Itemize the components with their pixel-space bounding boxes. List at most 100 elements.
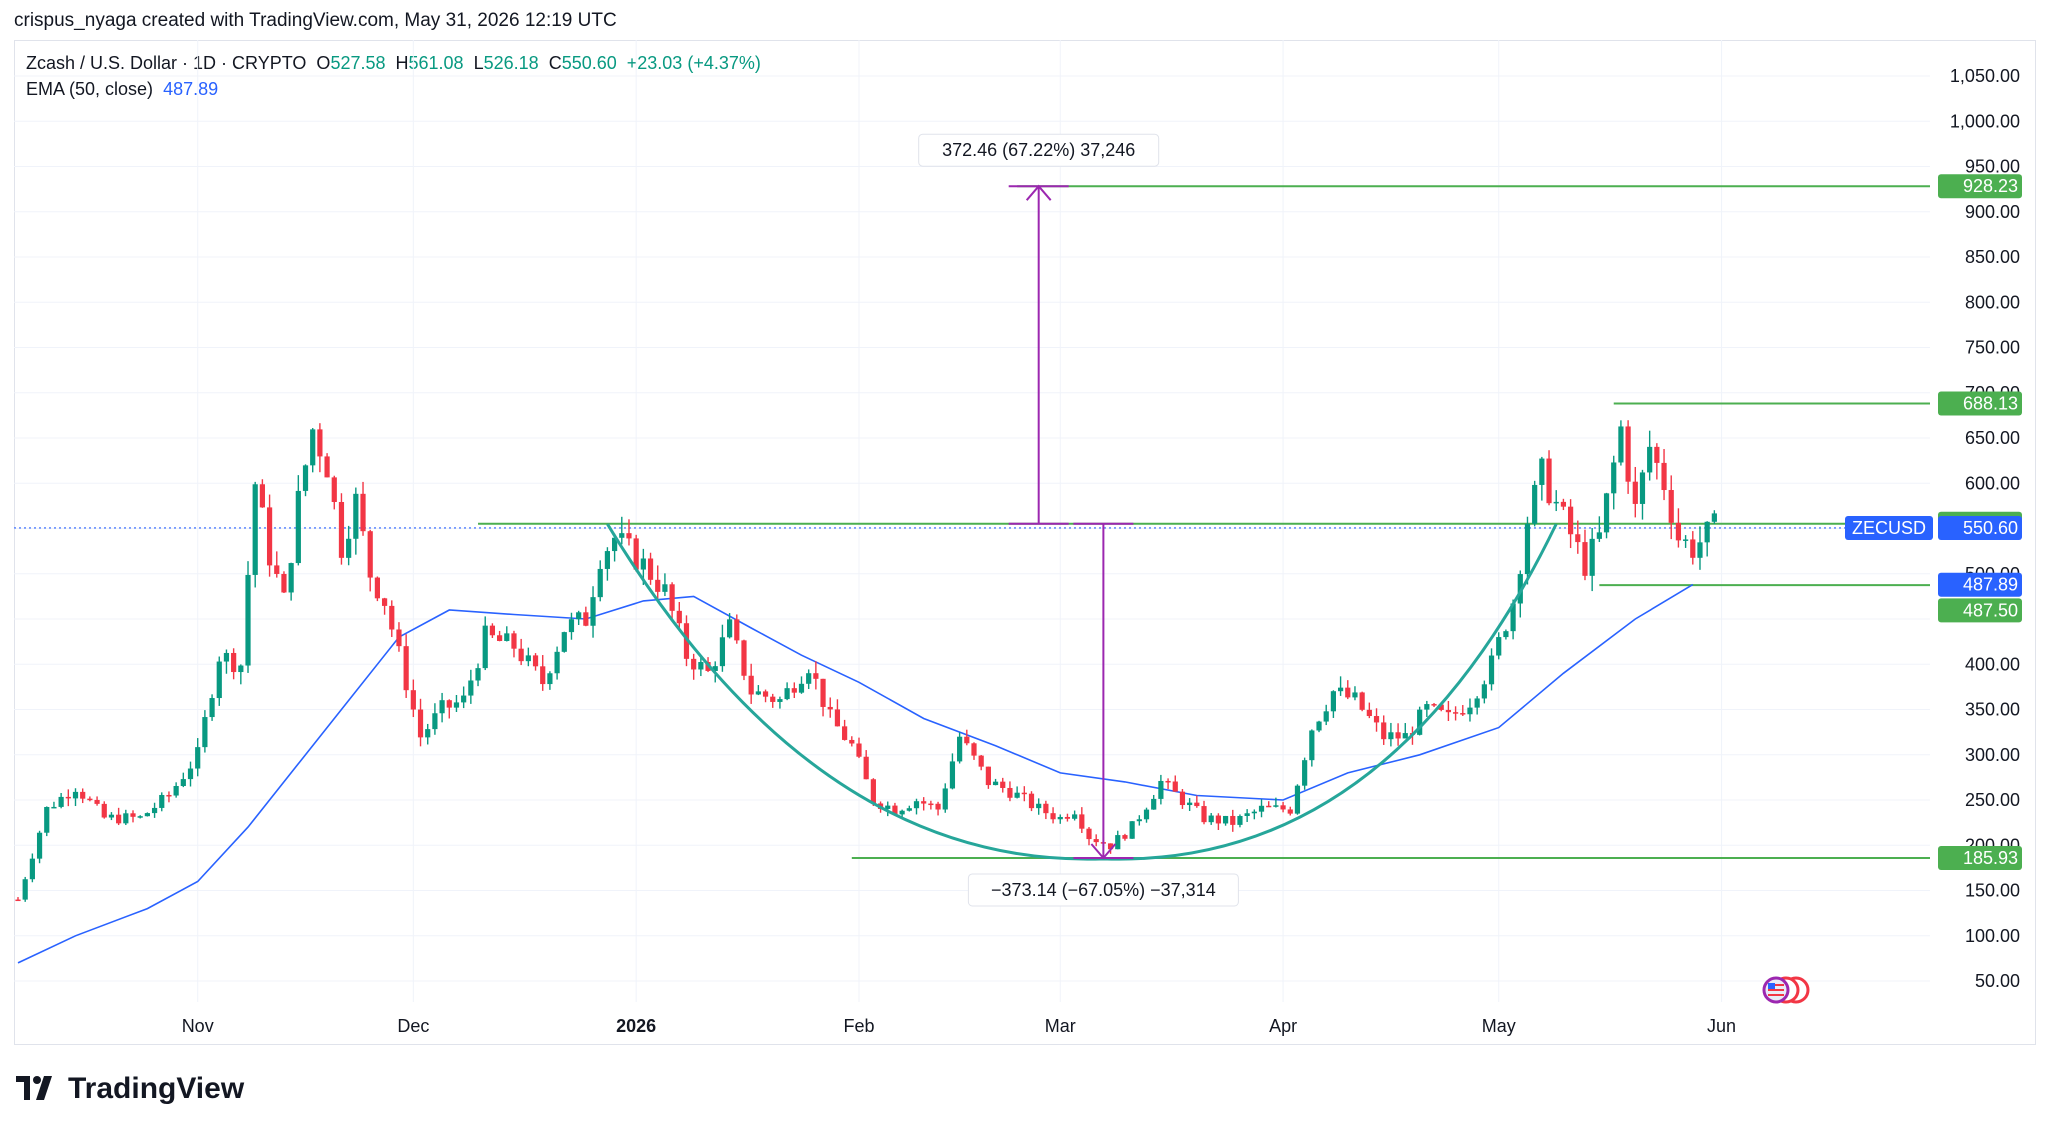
candle-body bbox=[1280, 805, 1286, 810]
candle-body bbox=[1064, 816, 1071, 819]
candle-body bbox=[1675, 522, 1682, 541]
candle-body bbox=[755, 691, 761, 695]
candle-body bbox=[65, 796, 71, 799]
y-tick-label: 1,000.00 bbox=[1950, 111, 2020, 131]
candle-body bbox=[863, 756, 869, 780]
candle-body bbox=[1589, 538, 1595, 576]
candle-body bbox=[1445, 709, 1452, 713]
candle-body bbox=[101, 803, 107, 818]
candle-body bbox=[1431, 704, 1437, 706]
grid-lines bbox=[14, 40, 1930, 1002]
candle-body bbox=[1158, 780, 1164, 799]
candle-body bbox=[29, 858, 35, 880]
candle-body bbox=[1201, 806, 1207, 823]
candle-body bbox=[389, 605, 395, 630]
y-tick-label: 350.00 bbox=[1965, 700, 2020, 720]
candle-body bbox=[1316, 721, 1322, 731]
candle-body bbox=[734, 619, 740, 641]
candle-body bbox=[15, 899, 21, 902]
candle-body bbox=[144, 813, 150, 817]
symbol-tag-box bbox=[1845, 515, 1933, 540]
candle-body bbox=[547, 673, 553, 685]
candle-body bbox=[834, 709, 841, 727]
price-tags: 928.23688.13555.23487.50185.93487.89550.… bbox=[1845, 174, 2022, 870]
x-tick-label: Nov bbox=[182, 1016, 214, 1036]
candle-body bbox=[51, 806, 57, 809]
chart-pane[interactable] bbox=[14, 40, 2036, 1045]
x-tick-label: May bbox=[1482, 1016, 1516, 1036]
symbol-legend-row: Zcash / U.S. Dollar · 1D · CRYPTO O527.5… bbox=[26, 50, 761, 76]
candle-body bbox=[992, 781, 999, 786]
candle-body bbox=[719, 637, 726, 667]
measure-label-box bbox=[918, 133, 1160, 167]
candle-body bbox=[561, 632, 567, 652]
candle-body bbox=[921, 801, 927, 804]
candle-body bbox=[482, 625, 488, 669]
candle-body bbox=[461, 695, 467, 703]
candle-body bbox=[446, 700, 452, 708]
candle-body bbox=[798, 683, 805, 693]
candle-body bbox=[511, 633, 517, 649]
candle-body bbox=[820, 678, 826, 707]
candle-body bbox=[1611, 462, 1617, 494]
candle-body bbox=[187, 768, 194, 780]
candle-body bbox=[626, 533, 632, 539]
y-tick-label: 100.00 bbox=[1965, 926, 2020, 946]
candle-body bbox=[762, 691, 769, 697]
symbol-tag-label: ZECUSD bbox=[1852, 518, 1926, 538]
candle-body bbox=[381, 598, 388, 606]
candle-body bbox=[238, 665, 244, 673]
symbol-title[interactable]: Zcash / U.S. Dollar · 1D · CRYPTO bbox=[26, 53, 307, 73]
candle-body bbox=[1373, 716, 1380, 723]
candle-body bbox=[827, 706, 833, 710]
candle-body bbox=[367, 531, 373, 578]
candle-body bbox=[712, 666, 718, 671]
events-icon[interactable] bbox=[1762, 976, 1810, 1004]
candle-body bbox=[1345, 687, 1351, 698]
candle-body bbox=[806, 673, 812, 684]
open-label: O bbox=[316, 53, 331, 73]
candle-body bbox=[1474, 698, 1480, 708]
x-tick-label: Apr bbox=[1269, 1016, 1297, 1036]
candle-body bbox=[1165, 780, 1171, 783]
y-tick-label: 400.00 bbox=[1965, 654, 2020, 674]
tradingview-logo[interactable]: TradingView bbox=[16, 1072, 244, 1106]
candle-body bbox=[1222, 815, 1229, 824]
candle-body bbox=[1050, 813, 1056, 820]
candle-body bbox=[870, 779, 876, 804]
candle-body bbox=[166, 794, 172, 797]
candle-body bbox=[80, 791, 86, 799]
candle-body bbox=[784, 688, 790, 700]
close-value: 550.60 bbox=[561, 53, 617, 73]
level-price-tag-label: 928.23 bbox=[1963, 176, 2018, 196]
open-value: 527.58 bbox=[330, 53, 386, 73]
candle-body bbox=[1028, 793, 1035, 809]
candle-body bbox=[1107, 843, 1114, 850]
candle-body bbox=[87, 798, 93, 801]
ema-label[interactable]: EMA (50, close) bbox=[26, 79, 154, 99]
candle-body bbox=[374, 577, 380, 599]
candle-body bbox=[525, 655, 531, 662]
measure-arrowhead bbox=[1025, 184, 1052, 201]
candle-body bbox=[1129, 821, 1135, 839]
candle-body bbox=[906, 808, 912, 811]
candle-body bbox=[1532, 484, 1538, 524]
y-tick-label: 1,050.00 bbox=[1950, 66, 2020, 86]
candle-body bbox=[1510, 603, 1516, 632]
candle-body bbox=[1179, 791, 1186, 806]
candle-body bbox=[123, 813, 129, 824]
candle-body bbox=[518, 648, 524, 662]
candle-body bbox=[1115, 835, 1121, 850]
candle-body bbox=[1021, 792, 1027, 795]
candle-body bbox=[1007, 787, 1013, 798]
candle-body bbox=[252, 484, 258, 575]
candle-body bbox=[1079, 814, 1085, 829]
y-tick-label: 650.00 bbox=[1965, 428, 2020, 448]
candle-body bbox=[151, 807, 158, 814]
candle-body bbox=[468, 680, 474, 696]
candle-body bbox=[1395, 732, 1401, 739]
y-tick-label: 300.00 bbox=[1965, 745, 2020, 765]
candle-body bbox=[1151, 798, 1157, 810]
candle-body bbox=[985, 766, 991, 786]
candle-body bbox=[1244, 813, 1250, 816]
